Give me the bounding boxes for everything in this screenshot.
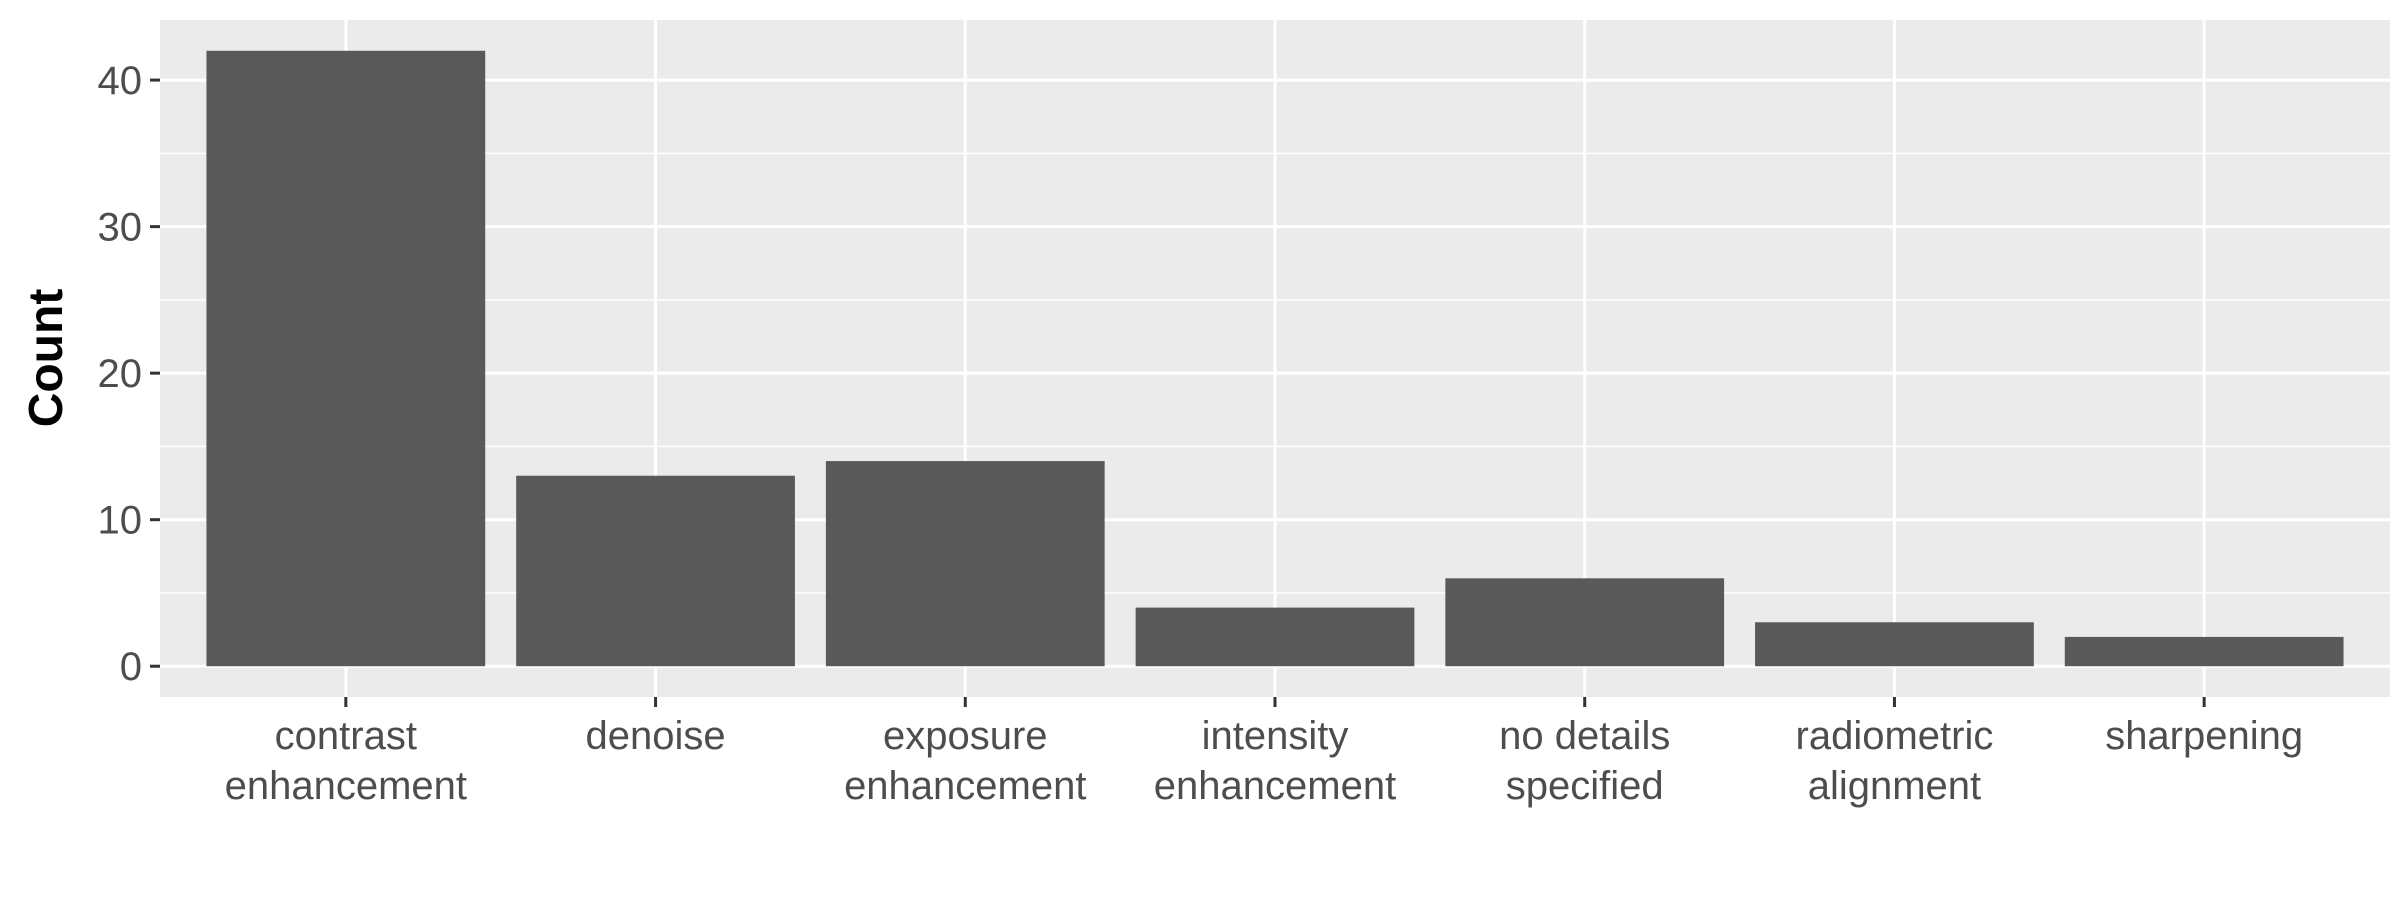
bar	[1755, 622, 2034, 667]
x-tick-label-line: enhancement	[225, 764, 467, 808]
x-tick-label: contrast enhancement	[225, 714, 467, 808]
bar	[516, 475, 795, 667]
x-tick-label: denoise	[585, 714, 725, 758]
x-tick-label: no details specified	[1499, 714, 1670, 808]
x-axis: contrast enhancement denoise exposure enhanc…	[225, 697, 2303, 808]
bars	[206, 50, 2344, 667]
bar	[2064, 636, 2344, 667]
y-tick-label: 30	[98, 206, 143, 250]
x-tick-label-line: enhancement	[844, 764, 1086, 808]
x-tick-label-line: no details	[1499, 714, 1670, 758]
y-axis-title: Count	[20, 289, 73, 428]
bar	[206, 50, 486, 667]
x-tick-label-line: intensity	[1202, 714, 1349, 758]
x-tick-label-line: exposure	[883, 714, 1048, 758]
x-tick-label-line: denoise	[585, 714, 725, 758]
y-tick-label: 0	[120, 645, 142, 689]
y-tick-label: 40	[98, 59, 143, 103]
x-tick-label: intensity enhancement	[1154, 714, 1396, 808]
y-axis: 0 10 20 30 40	[98, 59, 160, 689]
bar	[825, 461, 1105, 667]
bar	[1445, 578, 1725, 667]
x-tick-label: exposure enhancement	[844, 714, 1086, 808]
bar	[1135, 607, 1415, 667]
x-tick-label: radiometric alignment	[1796, 714, 1994, 808]
x-tick-label-line: alignment	[1808, 764, 1981, 808]
x-tick-label-line: contrast	[275, 714, 417, 758]
x-tick-label-line: specified	[1506, 764, 1664, 808]
x-tick-label-line: sharpening	[2105, 714, 2303, 758]
y-tick-label: 20	[98, 352, 143, 396]
y-tick-label: 10	[98, 499, 143, 543]
x-tick-label-line: enhancement	[1154, 764, 1396, 808]
x-tick-label: sharpening	[2105, 714, 2303, 758]
x-tick-label-line: radiometric	[1796, 714, 1994, 758]
